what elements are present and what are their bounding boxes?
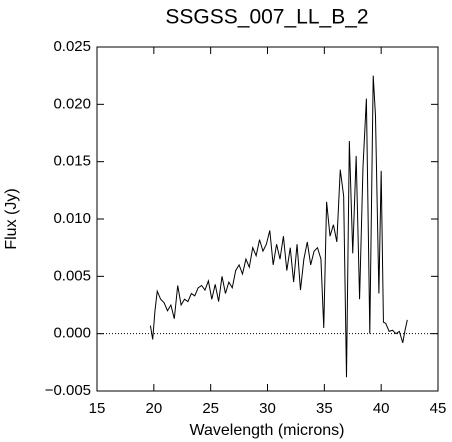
y-tick-label: 0.020	[53, 95, 91, 112]
x-axis-label: Wavelength (microns)	[189, 422, 344, 439]
x-tick-label: 15	[89, 400, 106, 417]
y-axis-label: Flux (Jy)	[3, 188, 20, 249]
x-tick-label: 40	[373, 400, 390, 417]
y-tick-label: 0.025	[53, 38, 91, 55]
x-tick-label: 35	[316, 400, 333, 417]
y-tick-label: 0.015	[53, 153, 91, 170]
x-tick-label: 25	[202, 400, 219, 417]
x-tick-label: 20	[145, 400, 162, 417]
y-tick-label: 0.005	[53, 267, 91, 284]
chart-title: SSGSS_007_LL_B_2	[165, 6, 368, 29]
x-tick-label: 30	[259, 400, 276, 417]
data-line	[149, 75, 408, 378]
plot-frame	[96, 46, 439, 392]
x-tick-label: 45	[430, 400, 447, 417]
y-tick-label: 0.000	[53, 325, 91, 342]
y-tick-label: 0.010	[53, 210, 91, 227]
y-tick-label: −0.005	[45, 382, 91, 399]
